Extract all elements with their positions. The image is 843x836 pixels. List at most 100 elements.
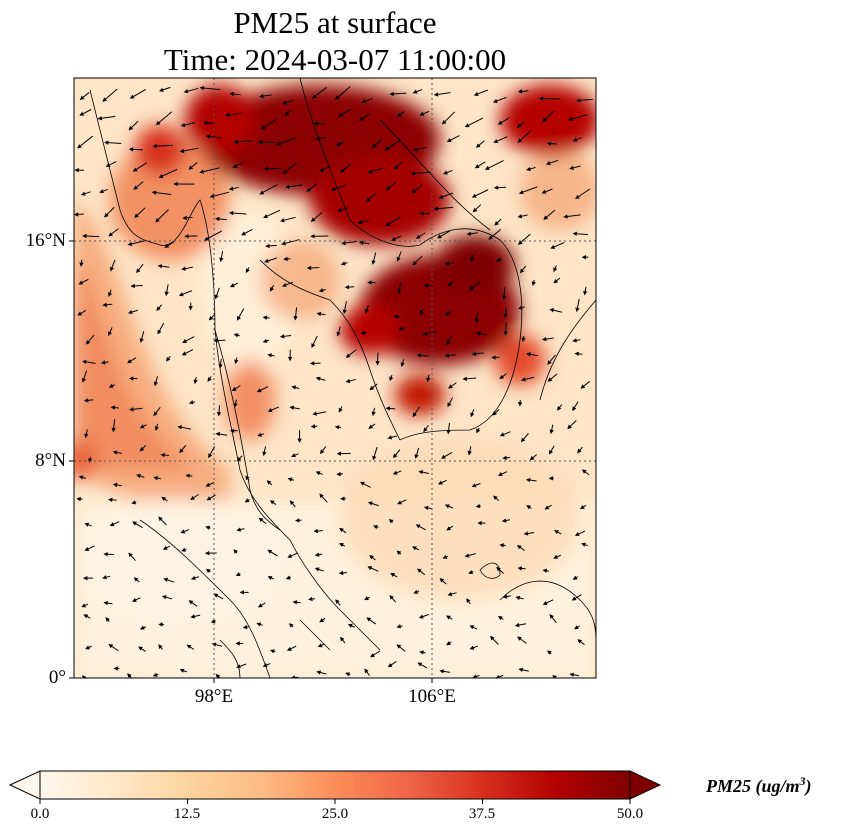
- wind-arrow-head: [396, 550, 402, 555]
- wind-arrow-head: [308, 596, 313, 602]
- wind-arrow-head: [518, 305, 523, 310]
- wind-arrow-head: [525, 477, 531, 483]
- wind-arrow-head: [130, 283, 135, 289]
- wind-arrow-head: [215, 674, 221, 678]
- wind-arrow-head: [179, 448, 184, 454]
- wind-arrow-head: [190, 614, 196, 619]
- wind-arrow: [465, 117, 484, 128]
- wind-arrow-head: [385, 406, 391, 411]
- wind-arrow-head: [245, 268, 250, 274]
- wind-arrow-head: [502, 455, 507, 461]
- wind-arrow-head: [297, 438, 302, 443]
- wind-arrow-head: [516, 545, 522, 550]
- wind-arrow-head: [164, 291, 169, 297]
- wind-arrow-head: [398, 326, 403, 331]
- wind-arrow-head: [547, 377, 553, 382]
- wind-arrow-head: [518, 667, 524, 673]
- wind-arrow-head: [388, 519, 394, 524]
- wind-arrow-head: [284, 111, 290, 116]
- wind-arrow-head: [330, 186, 336, 191]
- wind-arrow-head: [287, 553, 293, 558]
- wind-arrow-head: [281, 282, 287, 287]
- wind-arrow-head: [160, 452, 165, 458]
- wind-arrow-head: [81, 377, 86, 383]
- wind-arrow-head: [133, 577, 139, 582]
- wind-arrow-head: [265, 243, 270, 249]
- wind-arrow-head: [499, 543, 504, 548]
- wind-arrow-head: [165, 356, 171, 362]
- wind-arrow-head: [336, 331, 341, 337]
- wind-arrow-head: [83, 398, 89, 403]
- wind-arrow-head: [235, 572, 241, 577]
- wind-arrow-head: [446, 526, 452, 531]
- wind-arrow-head: [154, 426, 159, 431]
- wind-arrow-head: [109, 522, 115, 527]
- wind-arrow-head: [234, 359, 239, 365]
- wind-arrow-head: [316, 670, 321, 675]
- wind-arrow-head: [213, 338, 218, 343]
- wind-arrow-head: [576, 98, 581, 103]
- wind-arrow-head: [445, 615, 451, 620]
- wind-arrow-head: [371, 411, 376, 417]
- wind-arrow-head: [104, 140, 109, 145]
- wind-arrow-head: [317, 643, 323, 648]
- wind-arrow-head: [372, 455, 377, 461]
- wind-arrow-head: [291, 453, 296, 458]
- wind-arrow-head: [344, 284, 350, 290]
- wind-arrow-head: [162, 545, 168, 550]
- gridlines: [74, 78, 596, 678]
- wind-arrow-head: [205, 550, 210, 556]
- wind-arrow-head: [139, 625, 145, 630]
- wind-arrow-head: [447, 402, 452, 408]
- wind-arrow-head: [394, 164, 399, 170]
- wind-arrow-head: [256, 622, 262, 627]
- wind-arrow-head: [218, 364, 223, 369]
- wind-arrow-head: [545, 161, 551, 166]
- wind-arrow-head: [516, 123, 522, 128]
- wind-arrow-head: [178, 292, 184, 297]
- wind-arrow-head: [444, 353, 450, 358]
- wind-arrow-head: [361, 99, 366, 104]
- wind-arrow-head: [526, 166, 531, 172]
- wind-arrow-head: [367, 280, 372, 285]
- wind-arrow-head: [233, 139, 238, 145]
- wind-arrow-head: [306, 187, 312, 192]
- wind-arrow-head: [475, 503, 481, 509]
- wind-arrow-head: [79, 95, 85, 100]
- wind-arrow-head: [99, 189, 104, 194]
- wind-arrow-head: [276, 141, 282, 146]
- wind-arrow-head: [245, 475, 250, 481]
- wind-arrow-head: [213, 593, 219, 598]
- wind-arrow-head: [523, 531, 529, 536]
- wind-arrow-head: [546, 141, 552, 146]
- colorbar-tick-label: 37.5: [468, 806, 496, 822]
- wind-arrow-head: [542, 336, 547, 342]
- wind-arrow-head: [419, 111, 425, 116]
- wind-arrow-head: [493, 185, 499, 190]
- wind-arrow-head: [279, 334, 285, 339]
- wind-arrow-head: [108, 232, 114, 237]
- lat-label-0: 0°: [48, 667, 66, 688]
- wind-arrow-head: [136, 473, 141, 479]
- wind-arrow-head: [492, 411, 497, 416]
- wind-arrow-head: [471, 483, 477, 488]
- wind-arrow-head: [474, 318, 479, 324]
- wind-arrow-head: [336, 451, 342, 456]
- wind-arrow-head: [574, 531, 580, 536]
- wind-arrow-head: [179, 668, 185, 673]
- wind-arrow-head: [410, 171, 416, 176]
- colorbar-tick-label: 0.0: [30, 806, 50, 822]
- wind-arrow-head: [437, 234, 442, 239]
- wind-arrow-head: [419, 211, 424, 216]
- wind-arrow-head: [199, 85, 205, 91]
- wind-arrow-head: [372, 143, 377, 149]
- wind-arrow-head: [233, 402, 238, 408]
- wind-arrow-head: [315, 471, 321, 476]
- wind-arrow-head: [279, 218, 285, 223]
- wind-arrow-head: [412, 260, 418, 266]
- wind-arrow-head: [385, 185, 391, 191]
- wind-arrow-head: [129, 407, 134, 412]
- wind-arrow-head: [110, 405, 116, 410]
- wind-arrow-head: [79, 262, 84, 267]
- wind-arrow-head: [105, 616, 110, 622]
